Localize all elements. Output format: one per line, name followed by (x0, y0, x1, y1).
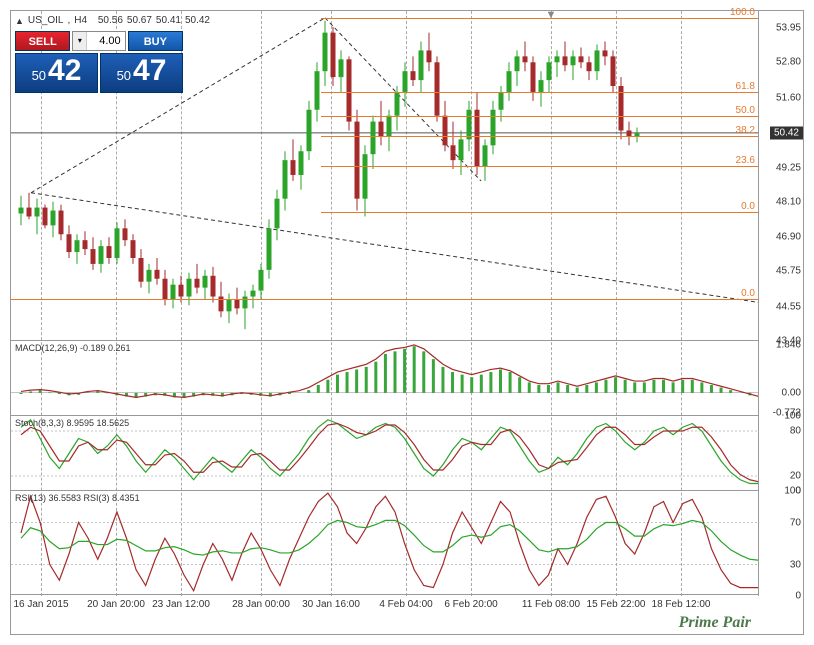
fib-level-line (321, 18, 759, 19)
macd-title: MACD(12,26,9) -0.189 0.261 (15, 343, 131, 353)
y-axis: 53.95 52.80 51.60 50.42 49.25 48.10 46.90 45.75… (758, 11, 803, 596)
fib-level-label: 50.0 (736, 105, 755, 116)
fib-level-line (321, 136, 759, 137)
ohlc-low: 50.41 (156, 15, 181, 26)
trade-widget: SELL ▾ 4.00 BUY 50 42 50 47 (15, 31, 183, 93)
x-axis: Prime Pair 16 Jan 2015 20 Jan 20:00 23 Jan… (11, 594, 759, 634)
x-axis-tick-label: 28 Jan 00:00 (232, 599, 290, 610)
current-price-marker: 50.42 (770, 126, 803, 139)
ohlc-high: 50.67 (127, 15, 152, 26)
sell-price[interactable]: 50 42 (15, 53, 98, 93)
macd-panel[interactable]: MACD(12,26,9) -0.189 0.261 (11, 341, 759, 416)
ohlc-open: 50.56 (98, 15, 123, 26)
fib-level-label: 100.0 (730, 7, 755, 18)
y-axis-tick: 49.25 (776, 162, 801, 173)
stoch-y-tick: 20 (790, 471, 801, 482)
x-axis-tick-label: 18 Feb 12:00 (652, 599, 711, 610)
x-axis-tick-label: 11 Feb 08:00 (522, 599, 580, 610)
rsi-y-tick: 30 (790, 559, 801, 570)
fib-level-line (321, 166, 759, 167)
symbol-title-bar: ▲ US_OIL, H4 50.56 50.67 50.41 50.42 (15, 15, 210, 26)
fib-level-line (321, 212, 759, 213)
fib-level-label: 0.0 (741, 201, 755, 212)
sell-button[interactable]: SELL (15, 31, 70, 51)
y-axis-tick: 52.80 (776, 57, 801, 68)
buy-price-prefix: 50 (117, 68, 131, 83)
brand-logo: Prime Pair (679, 614, 751, 632)
timeframe: H4 (74, 15, 87, 26)
ohlc-close: 50.42 (185, 15, 210, 26)
main-price-panel[interactable]: ▲ US_OIL, H4 50.56 50.67 50.41 50.42 SEL… (11, 11, 759, 341)
stoch-y-tick: 80 (790, 426, 801, 437)
sell-price-prefix: 50 (32, 68, 46, 83)
expand-icon[interactable]: ▲ (15, 16, 24, 26)
fib-level-line (11, 299, 759, 300)
buy-button[interactable]: BUY (128, 31, 183, 51)
x-axis-tick-label: 6 Feb 20:00 (444, 599, 497, 610)
sell-price-main: 42 (48, 54, 81, 88)
rsi-y-tick: 100 (784, 486, 801, 497)
x-axis-tick-label: 4 Feb 04:00 (379, 599, 432, 610)
y-axis-tick: 51.60 (776, 92, 801, 103)
x-axis-tick-label: 16 Jan 2015 (13, 599, 68, 610)
rsi-y-tick: 70 (790, 517, 801, 528)
stoch-title: Stoch(8,3,3) 8.9595 18.5625 (15, 418, 129, 428)
rsi-panel[interactable]: RSI(13) 36.5583 RSI(3) 8.4351 (11, 491, 759, 596)
rsi-y-tick: 0 (795, 591, 801, 602)
x-axis-tick-label: 30 Jan 16:00 (302, 599, 360, 610)
chart-container: ▲ US_OIL, H4 50.56 50.67 50.41 50.42 SEL… (10, 10, 804, 635)
x-axis-tick-label: 20 Jan 20:00 (87, 599, 145, 610)
buy-price[interactable]: 50 47 (100, 53, 183, 93)
fib-level-line (321, 92, 759, 93)
fib-level-label: 38.2 (736, 125, 755, 136)
macd-y-tick: 1.846 (776, 339, 801, 350)
fib-level-label: 0.0 (741, 288, 755, 299)
y-axis-tick: 48.10 (776, 196, 801, 207)
stoch-y-tick: 100 (784, 411, 801, 422)
buy-price-main: 47 (133, 54, 166, 88)
fib-level-label: 61.8 (736, 81, 755, 92)
y-axis-tick: 46.90 (776, 232, 801, 243)
quantity-box: ▾ 4.00 (72, 31, 125, 51)
rsi-svg (11, 491, 759, 596)
y-axis-tick: 44.55 (776, 301, 801, 312)
stoch-panel[interactable]: Stoch(8,3,3) 8.9595 18.5625 (11, 416, 759, 491)
x-axis-tick-label: 23 Jan 12:00 (152, 599, 210, 610)
fib-level-line (321, 116, 759, 117)
macd-y-tick: 0.00 (782, 387, 801, 398)
fib-level-label: 23.6 (736, 155, 755, 166)
rsi-title: RSI(13) 36.5583 RSI(3) 8.4351 (15, 493, 140, 503)
y-axis-tick: 45.75 (776, 266, 801, 277)
y-axis-tick: 53.95 (776, 23, 801, 34)
symbol-name: US_OIL (28, 15, 64, 26)
quantity-input[interactable]: 4.00 (87, 32, 124, 50)
x-axis-tick-label: 15 Feb 22:00 (587, 599, 646, 610)
quantity-stepper[interactable]: ▾ (73, 32, 87, 50)
